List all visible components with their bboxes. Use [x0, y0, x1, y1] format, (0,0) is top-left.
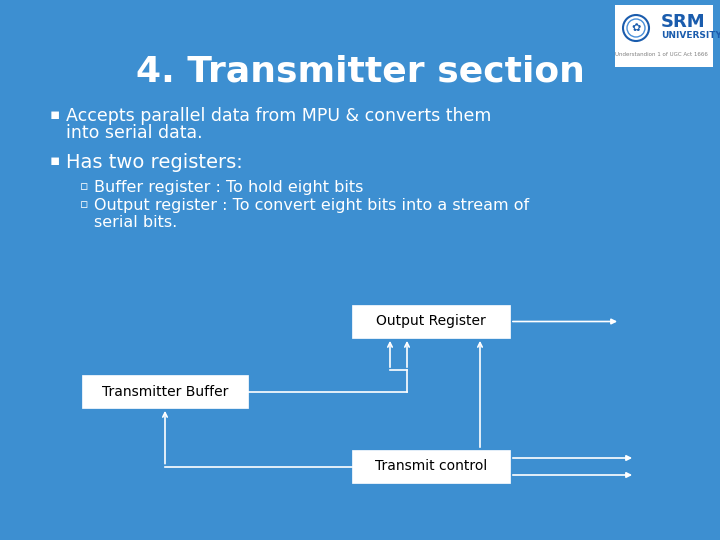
- Text: Transmit control: Transmit control: [375, 460, 487, 474]
- Text: Transmitter Buffer: Transmitter Buffer: [102, 384, 228, 399]
- FancyBboxPatch shape: [615, 5, 713, 67]
- FancyBboxPatch shape: [352, 450, 510, 483]
- Text: Accepts parallel data from MPU & converts them: Accepts parallel data from MPU & convert…: [66, 107, 491, 125]
- Text: serial bits.: serial bits.: [94, 215, 177, 230]
- Text: Has two registers:: Has two registers:: [66, 153, 243, 172]
- Text: ▫: ▫: [80, 198, 89, 211]
- Text: ▫: ▫: [80, 180, 89, 193]
- Text: SRM: SRM: [661, 13, 706, 31]
- Text: ✿: ✿: [631, 23, 641, 33]
- Text: ▪: ▪: [50, 153, 60, 168]
- Text: Understandion 1 of UGC Act 1666: Understandion 1 of UGC Act 1666: [615, 51, 708, 57]
- Text: Buffer register : To hold eight bits: Buffer register : To hold eight bits: [94, 180, 364, 195]
- Text: ▪: ▪: [50, 107, 60, 122]
- FancyBboxPatch shape: [352, 305, 510, 338]
- Text: 4. Transmitter section: 4. Transmitter section: [135, 55, 585, 89]
- Text: Output register : To convert eight bits into a stream of: Output register : To convert eight bits …: [94, 198, 529, 213]
- FancyBboxPatch shape: [82, 375, 248, 408]
- Text: into serial data.: into serial data.: [66, 124, 202, 142]
- Text: UNIVERSITY: UNIVERSITY: [661, 31, 720, 40]
- Text: Output Register: Output Register: [376, 314, 486, 328]
